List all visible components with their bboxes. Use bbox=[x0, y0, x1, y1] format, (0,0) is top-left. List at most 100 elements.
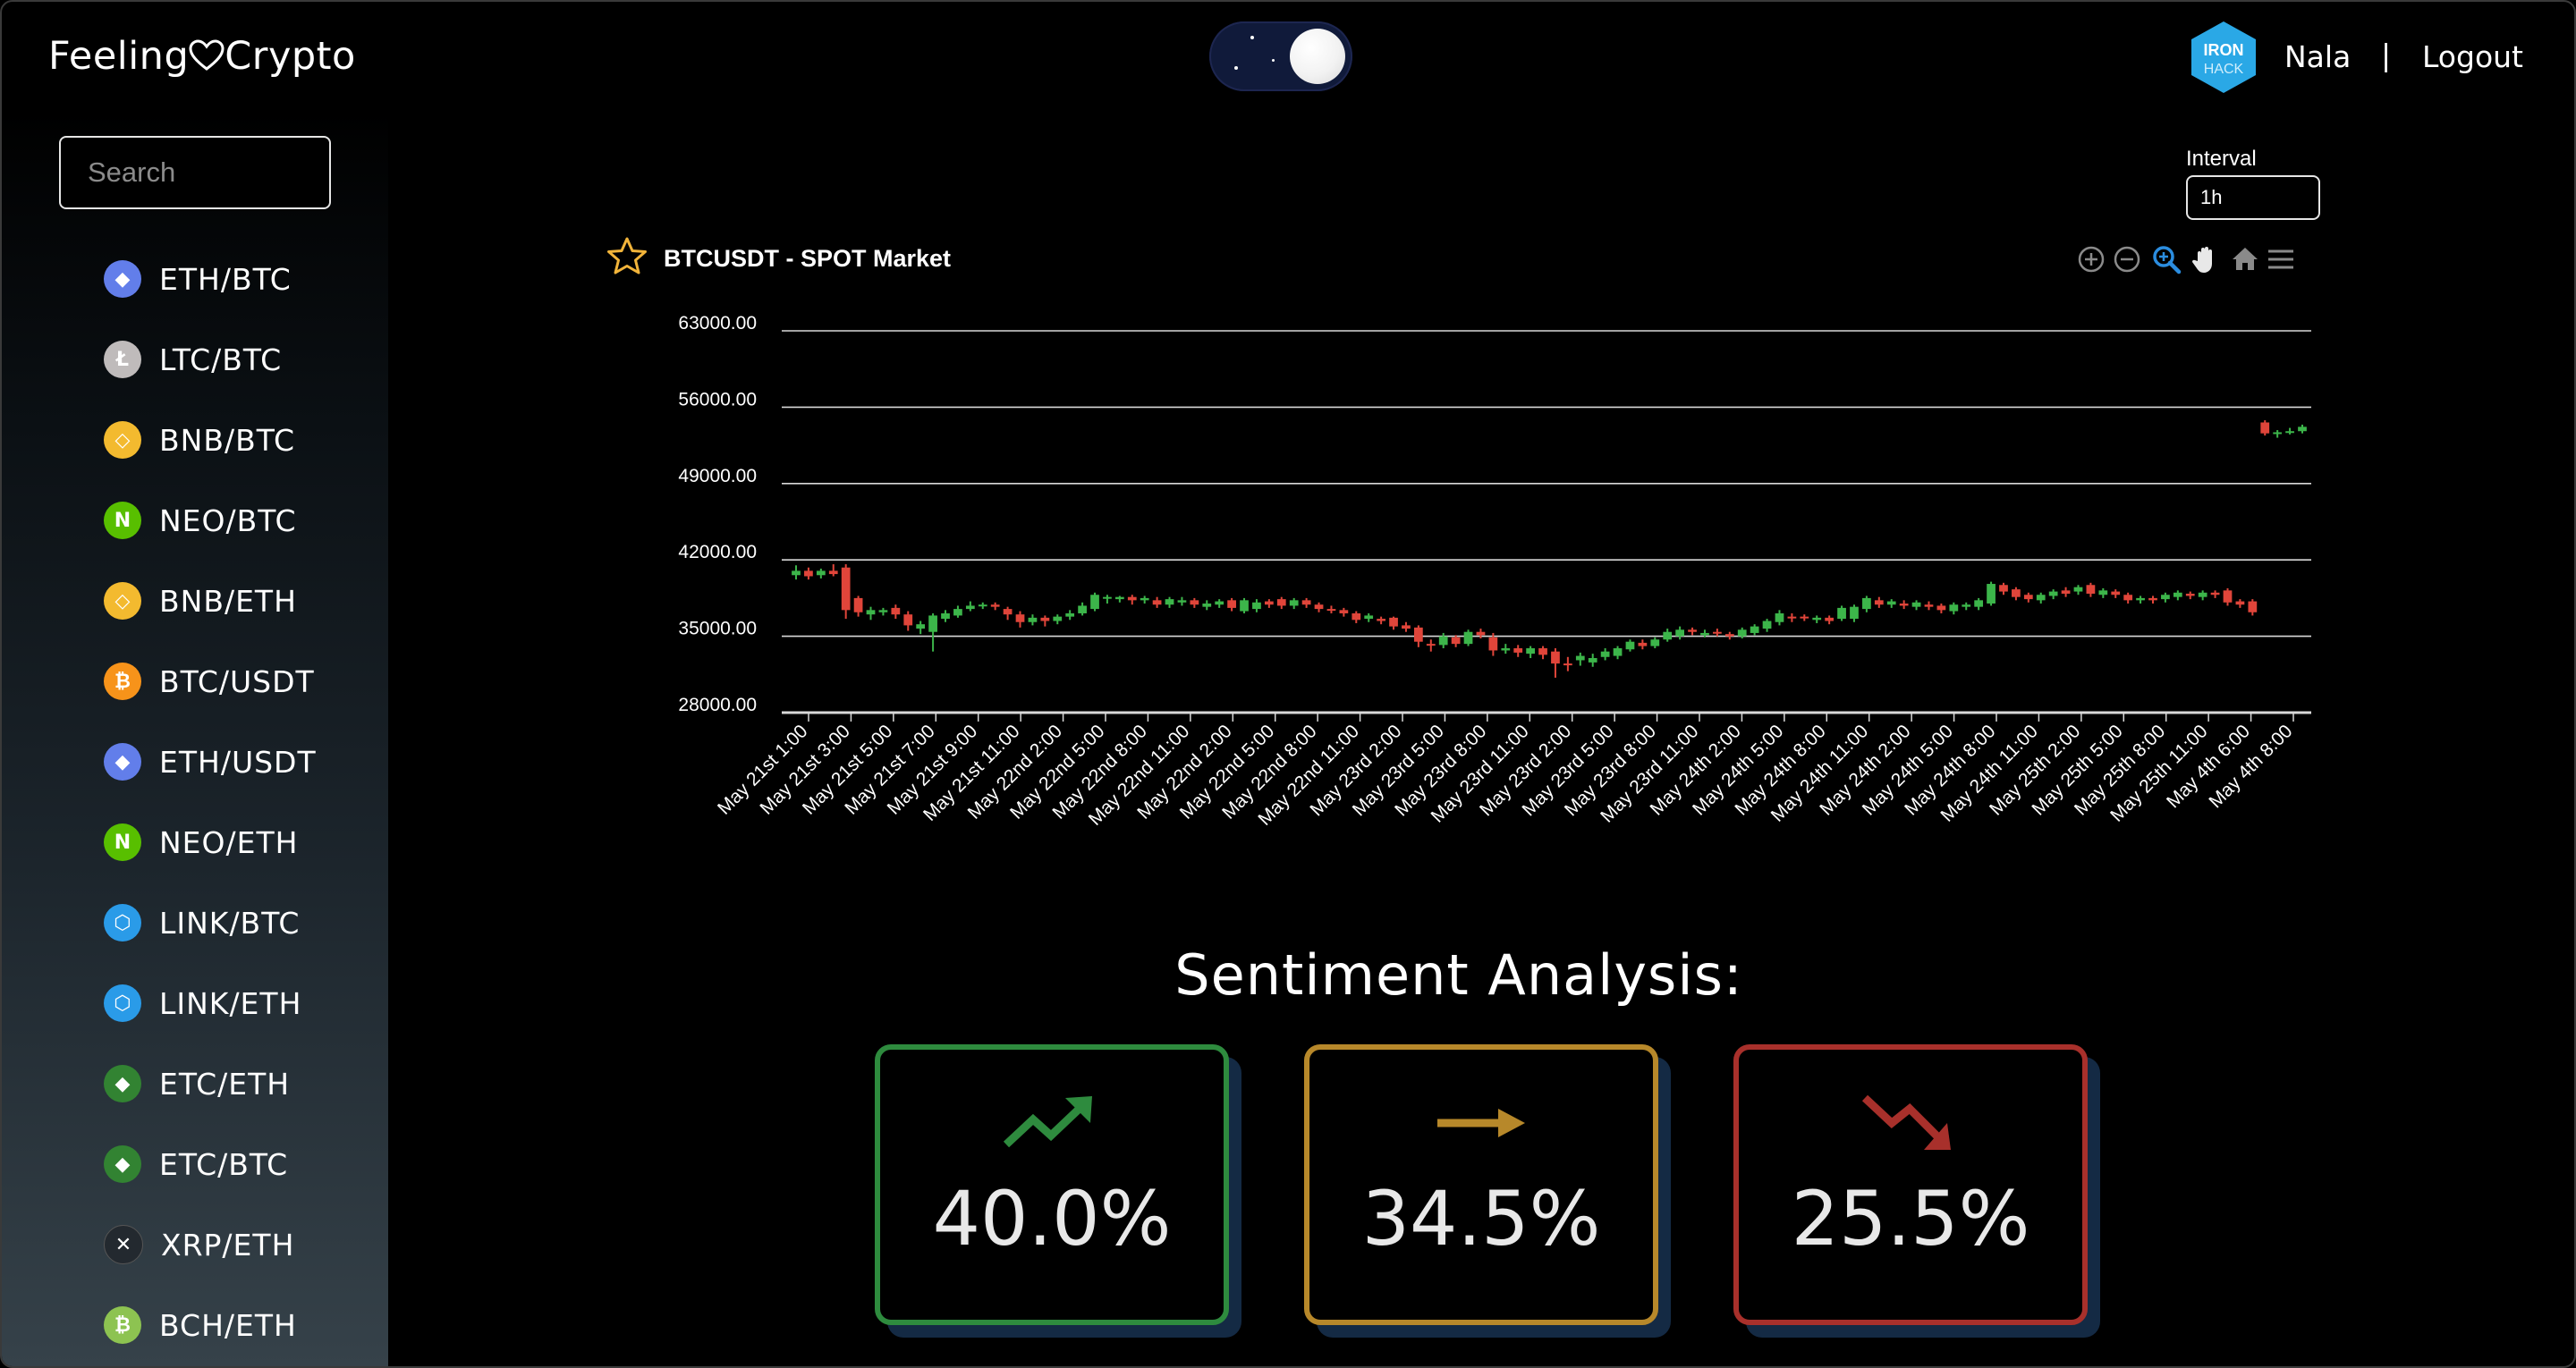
candle bbox=[816, 570, 826, 576]
candle bbox=[1015, 614, 1025, 622]
candle bbox=[878, 610, 888, 612]
sentiment-value: 25.5% bbox=[1791, 1175, 2030, 1262]
candle bbox=[1114, 596, 1124, 600]
candle bbox=[941, 612, 950, 620]
interval-input[interactable] bbox=[2186, 175, 2320, 220]
sidebar-item-bnb-eth[interactable]: ◇ BNB/ETH bbox=[104, 574, 297, 628]
logout-link[interactable]: Logout bbox=[2422, 39, 2523, 74]
candle bbox=[891, 607, 901, 615]
candle bbox=[1352, 612, 1361, 621]
candle bbox=[2298, 426, 2307, 432]
y-tick-label: 63000.00 bbox=[678, 313, 757, 334]
candle bbox=[903, 614, 913, 626]
candle bbox=[1613, 648, 1623, 656]
candle bbox=[1451, 637, 1461, 645]
sidebar-item-label: ETH/USDT bbox=[159, 744, 317, 780]
candle bbox=[1165, 599, 1174, 605]
candle bbox=[1339, 610, 1349, 613]
candle bbox=[841, 567, 851, 611]
pan-hand-icon[interactable] bbox=[2190, 243, 2222, 275]
candle bbox=[1825, 617, 1835, 621]
candle bbox=[2161, 595, 2170, 600]
candle bbox=[1924, 604, 1934, 607]
trend-down-icon bbox=[1861, 1094, 1951, 1150]
candle bbox=[792, 570, 801, 576]
sentiment-card-neutral: 34.5% bbox=[1304, 1044, 1658, 1325]
zoom-in-icon[interactable] bbox=[2075, 243, 2107, 275]
y-tick-label: 42000.00 bbox=[678, 542, 757, 562]
candle bbox=[1999, 585, 2008, 592]
neo-icon: N bbox=[104, 502, 141, 539]
brand-logo[interactable]: Feeling Crypto bbox=[48, 34, 356, 79]
candle bbox=[1762, 621, 1772, 629]
sidebar-item-eth-btc[interactable]: ◆ ETH/BTC bbox=[104, 252, 292, 306]
sidebar-item-link-btc[interactable]: ⬡ LINK/BTC bbox=[104, 896, 300, 950]
sidebar-item-xrp-eth[interactable]: ✕ XRP/ETH bbox=[104, 1218, 294, 1271]
sidebar-item-etc-eth[interactable]: ◆ ETC/ETH bbox=[104, 1057, 290, 1110]
candle bbox=[828, 570, 838, 575]
sidebar-item-label: BNB/BTC bbox=[159, 422, 295, 458]
ironhack-badge-icon[interactable]: IRON HACK bbox=[2188, 20, 2259, 95]
sidebar-item-bnb-btc[interactable]: ◇ BNB/BTC bbox=[104, 413, 295, 467]
search-input[interactable] bbox=[59, 136, 331, 209]
theme-toggle[interactable] bbox=[1209, 21, 1352, 91]
sidebar-item-label: BTC/USDT bbox=[159, 663, 315, 699]
candle bbox=[1264, 601, 1274, 605]
candle bbox=[1974, 600, 1984, 607]
candle bbox=[1090, 595, 1099, 610]
candle bbox=[2061, 590, 2071, 595]
brand-text-left: Feeling bbox=[48, 34, 190, 79]
sentiment-value: 40.0% bbox=[932, 1175, 1172, 1262]
sidebar-item-bch-eth[interactable]: ₿ BCH/ETH bbox=[104, 1298, 297, 1352]
candle bbox=[1575, 655, 1585, 661]
candle bbox=[1886, 601, 1896, 605]
menu-icon[interactable] bbox=[2265, 243, 2297, 275]
sidebar-item-label: LINK/ETH bbox=[159, 985, 302, 1021]
candle bbox=[1688, 629, 1697, 632]
sidebar: ◆ ETH/BTC Ł LTC/BTC ◇ BNB/BTC N NEO/BTC ◇ BNB/ETH… bbox=[2, 109, 388, 1366]
heart-icon bbox=[189, 39, 225, 71]
candle bbox=[1850, 606, 1859, 620]
candle bbox=[1787, 616, 1797, 619]
moon-icon bbox=[1290, 29, 1345, 84]
sidebar-item-btc-usdt[interactable]: ₿ BTC/USDT bbox=[104, 654, 315, 708]
candle bbox=[2248, 601, 2258, 612]
candle bbox=[1377, 619, 1385, 621]
header-separator: | bbox=[2381, 38, 2392, 72]
candle bbox=[1936, 605, 1946, 611]
chainlink-icon: ⬡ bbox=[104, 904, 141, 942]
candle bbox=[1750, 626, 1759, 633]
candle bbox=[1600, 651, 1610, 657]
badge-text-hack: HACK bbox=[2204, 62, 2244, 77]
reset-home-icon[interactable] bbox=[2229, 243, 2261, 275]
trend-flat-icon bbox=[1437, 1109, 1525, 1137]
selection-zoom-icon[interactable] bbox=[2150, 243, 2182, 275]
candle bbox=[1276, 599, 1286, 606]
sidebar-item-label: NEO/ETH bbox=[159, 824, 299, 860]
candle bbox=[1724, 634, 1734, 637]
candle bbox=[965, 605, 975, 610]
candle bbox=[1638, 642, 1648, 646]
sidebar-item-neo-btc[interactable]: N NEO/BTC bbox=[104, 494, 297, 547]
favorite-star-icon[interactable] bbox=[606, 236, 648, 275]
sidebar-item-eth-usdt[interactable]: ◆ ETH/USDT bbox=[104, 735, 317, 789]
candle bbox=[1899, 604, 1909, 606]
candle bbox=[2235, 601, 2245, 605]
candle bbox=[1862, 597, 1871, 610]
sidebar-item-link-eth[interactable]: ⬡ LINK/ETH bbox=[104, 976, 301, 1030]
zoom-out-icon[interactable] bbox=[2111, 243, 2143, 275]
candle bbox=[1413, 627, 1423, 642]
sidebar-item-label: ETC/ETH bbox=[159, 1066, 291, 1102]
candle bbox=[1301, 600, 1311, 605]
candle bbox=[1713, 631, 1722, 634]
sidebar-item-etc-btc[interactable]: ◆ ETC/BTC bbox=[104, 1137, 288, 1191]
candle bbox=[1563, 663, 1572, 666]
user-name[interactable]: Nala bbox=[2284, 39, 2351, 74]
candle bbox=[1837, 607, 1846, 620]
sidebar-item-neo-eth[interactable]: N NEO/ETH bbox=[104, 815, 298, 869]
sidebar-item-ltc-btc[interactable]: Ł LTC/BTC bbox=[104, 333, 282, 386]
sidebar-item-label: ETC/BTC bbox=[159, 1146, 289, 1182]
candle bbox=[1551, 651, 1560, 664]
candle bbox=[1227, 600, 1236, 608]
candle bbox=[2012, 589, 2021, 597]
